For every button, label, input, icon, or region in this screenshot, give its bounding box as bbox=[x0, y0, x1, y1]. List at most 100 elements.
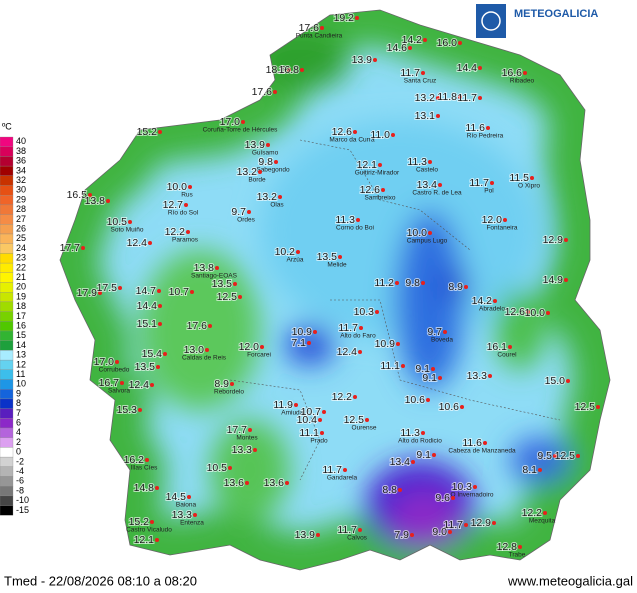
station-value: 10.0 bbox=[525, 307, 546, 319]
station-value: 12.5 bbox=[344, 414, 365, 426]
station-value: 16.6 bbox=[502, 67, 523, 79]
legend-swatch bbox=[0, 476, 14, 487]
station-value: 8.8 bbox=[382, 484, 397, 496]
legend-swatch bbox=[0, 486, 14, 497]
station-value: 9.6 bbox=[435, 492, 450, 504]
station-value: 16.1 bbox=[487, 341, 508, 353]
station-value: 16.0 bbox=[437, 37, 458, 49]
station-value: 7.1 bbox=[291, 337, 306, 349]
station-marker bbox=[253, 448, 257, 452]
station-marker bbox=[238, 295, 242, 299]
legend-swatch bbox=[0, 272, 14, 283]
station-value: 16.5 bbox=[67, 189, 88, 201]
station-value: 15.3 bbox=[117, 404, 138, 416]
station-name: Castro R. de Lea bbox=[412, 190, 462, 197]
station-value: 11.6 bbox=[462, 437, 482, 449]
station-marker bbox=[381, 188, 385, 192]
station-name: Illas Cíes bbox=[131, 465, 158, 472]
station-marker bbox=[460, 405, 464, 409]
station-value: 10.3 bbox=[354, 306, 375, 318]
station-marker bbox=[320, 431, 324, 435]
station-value: 17.0 bbox=[220, 116, 241, 128]
station-marker bbox=[307, 341, 311, 345]
station-name: Courel bbox=[497, 352, 517, 359]
station-value: 14.8 bbox=[134, 482, 155, 494]
legend-swatch bbox=[0, 466, 14, 477]
legend-swatch bbox=[0, 398, 14, 409]
legend-label: 29 bbox=[16, 194, 26, 204]
station-marker bbox=[566, 379, 570, 383]
station-marker bbox=[503, 218, 507, 222]
station-marker bbox=[356, 218, 360, 222]
station-name: Guitiriz-Mirador bbox=[355, 170, 400, 177]
station-value: 12.5 bbox=[575, 401, 596, 413]
legend-label: 17 bbox=[16, 311, 26, 321]
station-marker bbox=[458, 95, 462, 99]
station-marker bbox=[486, 126, 490, 130]
station-value: 12.9 bbox=[471, 517, 492, 529]
station-marker bbox=[538, 468, 542, 472]
station-marker bbox=[508, 345, 512, 349]
station-value: 9.1 bbox=[415, 363, 430, 375]
station-name: Corno do Boi bbox=[336, 225, 374, 232]
station-marker bbox=[155, 486, 159, 490]
station-marker bbox=[138, 408, 142, 412]
station-marker bbox=[408, 46, 412, 50]
legend-swatch bbox=[0, 136, 14, 147]
station-marker bbox=[564, 238, 568, 242]
station-value: 11.6 bbox=[465, 122, 485, 134]
station-value: 9.8 bbox=[258, 156, 273, 168]
station-value: 13.1 bbox=[415, 110, 436, 122]
station-marker bbox=[451, 496, 455, 500]
station-name: Paramos bbox=[172, 237, 199, 244]
legend-swatch bbox=[0, 340, 14, 351]
station-marker bbox=[278, 195, 282, 199]
station-marker bbox=[426, 398, 430, 402]
station-value: 14.2 bbox=[472, 295, 493, 307]
station-name: Soto Muiño bbox=[111, 227, 144, 234]
legend-swatch bbox=[0, 311, 14, 322]
station-name: Castelo bbox=[416, 167, 438, 174]
legend-swatch bbox=[0, 495, 14, 506]
legend-label: 2 bbox=[16, 437, 21, 447]
station-value: 17.7 bbox=[60, 242, 81, 254]
station-value: 11.3 bbox=[335, 214, 355, 226]
station-value: 17.7 bbox=[227, 424, 248, 436]
station-value: 15.2 bbox=[129, 516, 150, 528]
legend-swatch bbox=[0, 321, 14, 332]
legend-label: 12 bbox=[16, 359, 26, 369]
station-marker bbox=[396, 342, 400, 346]
legend-label: 25 bbox=[16, 233, 26, 243]
legend-label: 13 bbox=[16, 350, 26, 360]
legend: 4038363432302928272625242322212019181716… bbox=[0, 136, 29, 516]
station-marker bbox=[316, 533, 320, 537]
station-value: 10.7 bbox=[169, 286, 190, 298]
station-marker bbox=[294, 403, 298, 407]
logo-icon bbox=[481, 11, 501, 31]
station-marker bbox=[296, 250, 300, 254]
station-value: 13.6 bbox=[224, 477, 245, 489]
legend-swatch bbox=[0, 447, 14, 458]
station-name: Santiago-EOAS bbox=[191, 273, 238, 280]
station-marker bbox=[184, 203, 188, 207]
legend-label: -8 bbox=[16, 485, 24, 495]
legend-label: 19 bbox=[16, 291, 26, 301]
legend-label: 36 bbox=[16, 156, 26, 166]
station-value: 12.0 bbox=[482, 214, 503, 226]
legend-swatch bbox=[0, 408, 14, 419]
station-value: 9.5 bbox=[537, 450, 552, 462]
station-marker bbox=[190, 290, 194, 294]
legend-swatch bbox=[0, 146, 14, 157]
station-value: 10.9 bbox=[292, 326, 313, 338]
legend-swatch bbox=[0, 389, 14, 400]
station-value: 14.5 bbox=[166, 491, 187, 503]
station-value: 12.1 bbox=[357, 159, 378, 171]
station-name: Marco da Curra bbox=[329, 137, 375, 144]
legend-label: 32 bbox=[16, 175, 26, 185]
legend-label: 8 bbox=[16, 398, 21, 408]
station-name: Borde bbox=[248, 177, 266, 184]
station-value: 17.5 bbox=[97, 282, 118, 294]
station-value: 13.3 bbox=[232, 444, 253, 456]
station-value: 10.5 bbox=[107, 216, 128, 228]
legend-swatch bbox=[0, 292, 14, 303]
